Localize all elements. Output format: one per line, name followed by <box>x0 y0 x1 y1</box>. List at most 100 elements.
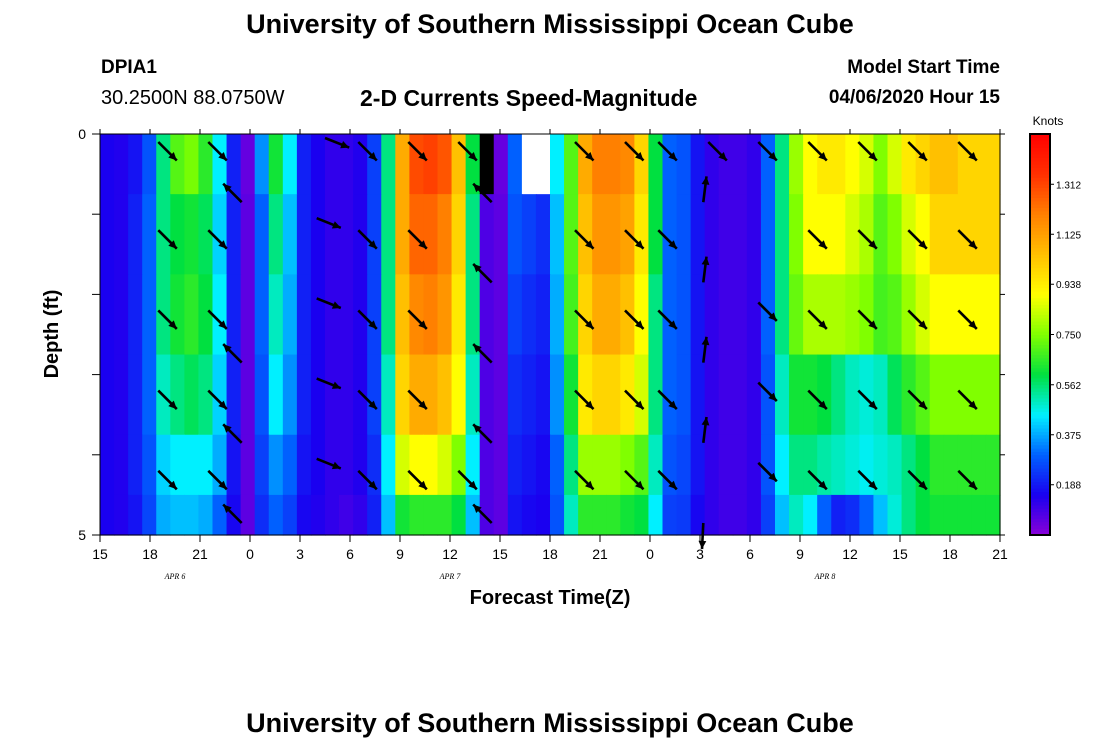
heatmap-cell <box>142 434 157 496</box>
heatmap-cell <box>718 434 734 496</box>
heatmap-cell <box>564 134 579 195</box>
heatmap-cell <box>114 274 129 356</box>
colorbar-segment <box>1030 317 1050 322</box>
arrow-head <box>968 240 977 249</box>
colorbar-segment <box>1030 274 1050 279</box>
heatmap-cell <box>409 354 425 436</box>
model-start-value: 04/06/2020 Hour 15 <box>828 87 1000 108</box>
heatmap-cell <box>423 494 439 536</box>
colorbar-segment <box>1030 214 1050 219</box>
heatmap-cell <box>423 194 439 275</box>
x-axis-label: Forecast Time(Z) <box>470 587 631 609</box>
heatmap-cell <box>128 434 143 496</box>
heatmap-cell <box>128 134 143 195</box>
heatmap-cell <box>943 434 959 496</box>
heatmap-cell <box>662 354 678 436</box>
heatmap-cell <box>226 194 242 275</box>
current-arrow <box>657 141 678 162</box>
current-arrow <box>157 141 178 162</box>
heatmap-cell <box>929 354 945 436</box>
heatmap-cell <box>395 274 410 356</box>
heatmap-cell <box>817 354 832 436</box>
x-tick-label: 0 <box>646 546 654 562</box>
heatmap-cell <box>114 194 129 275</box>
heatmap-cell <box>550 194 565 275</box>
heatmap-cell <box>620 494 635 536</box>
heatmap-cell <box>170 494 185 536</box>
heatmap-cell <box>114 494 129 536</box>
arrow-head <box>368 320 377 329</box>
heatmap-cell <box>282 354 298 436</box>
heatmap-cell <box>100 494 115 536</box>
heatmap-cell <box>184 274 200 356</box>
heatmap-cell <box>775 434 790 496</box>
heatmap-cell <box>381 494 396 536</box>
heatmap-cell <box>746 134 762 195</box>
arrow-head <box>418 152 427 161</box>
heatmap-cell <box>282 434 298 496</box>
model-start-label: Model Start Time <box>847 57 1000 78</box>
heatmap-cell <box>170 354 185 436</box>
heatmap-cell <box>690 274 706 356</box>
arrow-head <box>918 480 927 490</box>
colorbar-segment <box>1030 197 1050 202</box>
current-arrow <box>316 457 342 470</box>
arrow-head <box>868 480 877 490</box>
heatmap-cell <box>929 494 945 536</box>
colorbar-segment <box>1030 144 1050 148</box>
colorbar-segment <box>1030 351 1050 356</box>
heatmap-cell <box>381 274 396 356</box>
heatmap-cell <box>676 194 692 275</box>
current-arrow <box>357 229 378 250</box>
heatmap-cell <box>606 354 621 436</box>
heatmap-cell <box>479 274 495 356</box>
colorbar-segment <box>1030 224 1050 229</box>
heatmap-cell <box>662 494 678 536</box>
arrow-head <box>635 320 644 329</box>
x-tick-label: 18 <box>542 546 558 562</box>
colorbar-segment <box>1030 504 1050 509</box>
heatmap-cell <box>578 194 593 275</box>
heatmap-cell <box>142 354 157 436</box>
heatmap-cell <box>170 134 185 195</box>
heatmap-cell <box>282 494 298 536</box>
heatmap-cell <box>592 354 607 436</box>
heatmap-cell <box>915 134 931 195</box>
arrow-head <box>718 152 727 161</box>
heatmap-cell <box>240 194 256 275</box>
colorbar-segment <box>1030 237 1050 242</box>
colorbar-segment <box>1030 301 1050 305</box>
colorbar-segment <box>1030 177 1050 182</box>
heatmap-cell <box>395 434 410 496</box>
heatmap-cell <box>845 134 860 195</box>
arrow-head <box>668 480 677 490</box>
heatmap-cell <box>718 354 734 436</box>
heatmap-cell <box>254 274 270 356</box>
arrow-head <box>635 152 644 161</box>
colorbar-segment <box>1030 180 1050 185</box>
heatmap-cell <box>479 434 495 496</box>
heatmap-cell <box>493 134 509 195</box>
colorbar-segment <box>1030 391 1050 396</box>
current-arrow <box>857 389 878 411</box>
arrow-head <box>368 152 377 161</box>
date-label: APR 8 <box>814 572 836 581</box>
heatmap-cell <box>226 274 242 356</box>
current-arrow <box>857 309 878 330</box>
heatmap-cell <box>395 194 410 275</box>
arrow-head <box>668 152 677 161</box>
heatmap-cell <box>451 354 467 436</box>
heatmap-cell <box>296 274 312 356</box>
heatmap-cell <box>662 194 678 275</box>
heatmap-cell <box>690 134 706 195</box>
colorbar-segment <box>1030 194 1050 198</box>
arrow-head <box>473 263 482 273</box>
colorbar-segment <box>1030 210 1050 215</box>
heatmap-cell <box>465 194 481 275</box>
arrow-head <box>918 400 927 410</box>
heatmap-cell <box>676 494 692 536</box>
heatmap-cell <box>887 354 903 436</box>
heatmap-cell <box>310 434 326 496</box>
heatmap-cell <box>873 354 889 436</box>
heatmap-cell <box>845 194 860 275</box>
